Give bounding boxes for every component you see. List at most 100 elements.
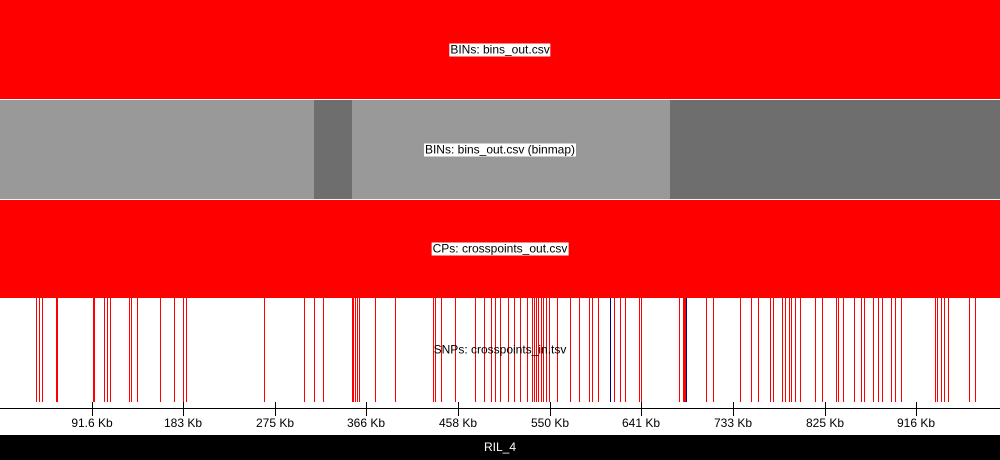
- snp-marker[interactable]: [800, 298, 801, 402]
- snp-marker[interactable]: [508, 298, 509, 402]
- snp-marker[interactable]: [610, 298, 611, 402]
- snp-marker[interactable]: [589, 298, 590, 402]
- snp-marker[interactable]: [94, 298, 95, 402]
- snp-marker[interactable]: [520, 298, 521, 402]
- snp-marker[interactable]: [684, 298, 685, 402]
- snp-marker[interactable]: [514, 298, 515, 402]
- snp-marker[interactable]: [789, 298, 790, 402]
- snp-marker[interactable]: [355, 298, 356, 402]
- snp-marker[interactable]: [36, 298, 37, 402]
- snp-marker[interactable]: [93, 298, 94, 402]
- snp-marker[interactable]: [592, 298, 593, 402]
- snp-marker[interactable]: [770, 298, 771, 402]
- snp-marker[interactable]: [395, 298, 396, 402]
- snp-marker[interactable]: [435, 298, 436, 402]
- snp-marker[interactable]: [353, 298, 354, 402]
- snp-marker[interactable]: [895, 298, 896, 402]
- snps-track[interactable]: SNPs: crosspoints_in.tsv: [0, 298, 1000, 402]
- snp-marker[interactable]: [882, 298, 883, 402]
- crosspoints-track[interactable]: CPs: crosspoints_out.csv: [0, 200, 1000, 298]
- snp-marker[interactable]: [873, 298, 874, 402]
- snp-marker[interactable]: [359, 298, 360, 402]
- snp-marker[interactable]: [42, 298, 43, 402]
- snp-marker[interactable]: [174, 298, 175, 402]
- snp-marker[interactable]: [935, 298, 936, 402]
- snp-marker[interactable]: [854, 298, 855, 402]
- snp-marker[interactable]: [785, 298, 786, 402]
- snp-marker[interactable]: [864, 298, 865, 402]
- snp-marker[interactable]: [614, 298, 615, 402]
- snp-marker[interactable]: [549, 298, 550, 402]
- snp-marker[interactable]: [56, 298, 57, 402]
- snp-marker[interactable]: [441, 298, 442, 402]
- snp-marker[interactable]: [183, 298, 184, 402]
- snp-marker[interactable]: [843, 298, 844, 402]
- snp-marker[interactable]: [186, 298, 187, 402]
- snp-marker[interactable]: [969, 298, 970, 402]
- snp-marker[interactable]: [948, 298, 949, 402]
- snp-marker[interactable]: [557, 298, 558, 402]
- snp-marker[interactable]: [836, 298, 837, 402]
- snp-marker[interactable]: [527, 298, 528, 402]
- binmap-segment[interactable]: [314, 100, 352, 199]
- snp-marker[interactable]: [641, 298, 642, 402]
- snp-marker[interactable]: [541, 298, 542, 402]
- snp-marker[interactable]: [538, 298, 539, 402]
- snp-marker[interactable]: [975, 298, 976, 402]
- bins-track[interactable]: BINs: bins_out.csv: [0, 0, 1000, 99]
- snp-marker[interactable]: [57, 298, 58, 402]
- snp-marker[interactable]: [683, 298, 684, 402]
- snp-marker[interactable]: [546, 298, 547, 402]
- binmap-segment[interactable]: [670, 100, 1000, 199]
- snp-marker[interactable]: [534, 298, 535, 402]
- snp-marker[interactable]: [129, 298, 130, 402]
- snp-marker[interactable]: [686, 298, 687, 402]
- snp-marker[interactable]: [941, 298, 942, 402]
- snp-marker[interactable]: [491, 298, 492, 402]
- snp-marker[interactable]: [901, 298, 902, 402]
- snp-marker[interactable]: [773, 298, 774, 402]
- snp-marker[interactable]: [536, 298, 537, 402]
- binmap-track[interactable]: BINs: bins_out.csv (binmap): [0, 100, 1000, 199]
- snp-marker[interactable]: [795, 298, 796, 402]
- snp-marker[interactable]: [685, 298, 686, 402]
- snp-marker[interactable]: [878, 298, 879, 402]
- snp-marker[interactable]: [620, 298, 621, 402]
- snp-marker[interactable]: [107, 298, 108, 402]
- snp-marker[interactable]: [131, 298, 132, 402]
- snp-marker[interactable]: [782, 298, 783, 402]
- snp-marker[interactable]: [323, 298, 324, 402]
- snp-marker[interactable]: [861, 298, 862, 402]
- snp-marker[interactable]: [815, 298, 816, 402]
- snp-marker[interactable]: [264, 298, 265, 402]
- snp-marker[interactable]: [104, 298, 105, 402]
- snp-marker[interactable]: [944, 298, 945, 402]
- snp-marker[interactable]: [39, 298, 40, 402]
- snp-marker[interactable]: [484, 298, 485, 402]
- snp-marker[interactable]: [639, 298, 640, 402]
- snp-marker[interactable]: [375, 298, 376, 402]
- snp-marker[interactable]: [357, 298, 358, 402]
- snp-marker[interactable]: [570, 298, 571, 402]
- snp-marker[interactable]: [110, 298, 111, 402]
- snp-marker[interactable]: [598, 298, 599, 402]
- snp-marker[interactable]: [679, 298, 680, 402]
- snp-marker[interactable]: [495, 298, 496, 402]
- snp-marker[interactable]: [475, 298, 476, 402]
- snp-marker[interactable]: [713, 298, 714, 402]
- snp-marker[interactable]: [314, 298, 315, 402]
- snp-marker[interactable]: [352, 298, 353, 402]
- snp-marker[interactable]: [543, 298, 544, 402]
- snp-marker[interactable]: [822, 298, 823, 402]
- snp-marker[interactable]: [740, 298, 741, 402]
- snp-marker[interactable]: [579, 298, 580, 402]
- snp-marker[interactable]: [838, 298, 839, 402]
- snp-marker[interactable]: [751, 298, 752, 402]
- snp-marker[interactable]: [532, 298, 533, 402]
- snp-marker[interactable]: [304, 298, 305, 402]
- binmap-segment[interactable]: [0, 100, 314, 199]
- snp-marker[interactable]: [625, 298, 626, 402]
- snp-marker[interactable]: [758, 298, 759, 402]
- snp-marker[interactable]: [891, 298, 892, 402]
- snp-marker[interactable]: [433, 298, 434, 402]
